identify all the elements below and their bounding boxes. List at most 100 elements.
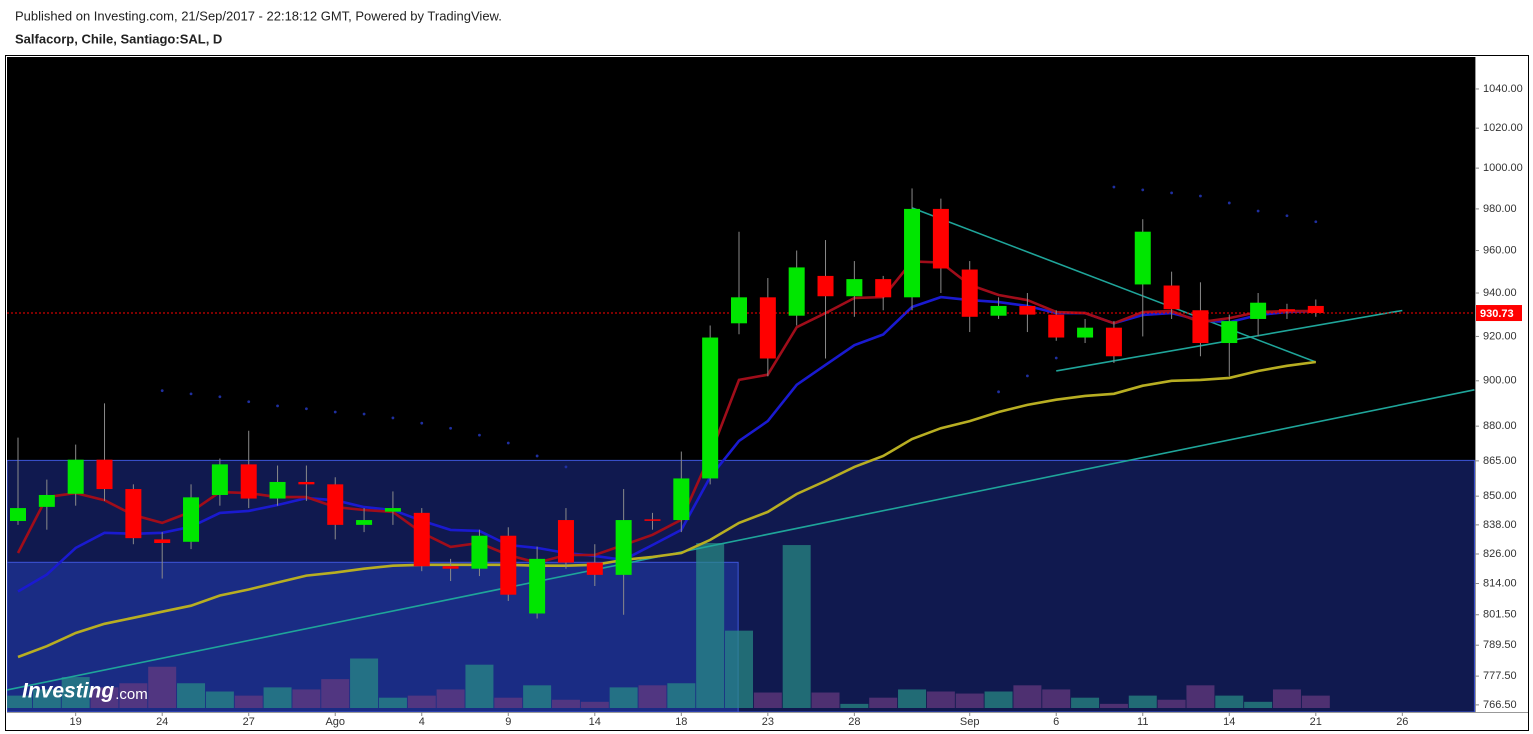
x-tick-label: 23 [762, 716, 774, 728]
candle-body [67, 459, 84, 494]
y-tick-label: 838.00 [1483, 519, 1517, 531]
volume-bar [1099, 703, 1128, 708]
volume-bar [7, 695, 32, 708]
volume-bar [551, 699, 580, 708]
x-tick-label: 28 [848, 716, 860, 728]
y-tick-label: 814.00 [1483, 577, 1517, 589]
volume-bar [926, 691, 955, 708]
candle-body [240, 464, 257, 499]
volume-bar [436, 689, 465, 708]
volume-bar [1186, 685, 1215, 708]
volume-bar [1272, 689, 1301, 708]
last-price-label: 930.73 [1480, 308, 1514, 320]
volume-bar [234, 695, 263, 708]
y-tick-label: 865.00 [1483, 455, 1517, 467]
candle-body [384, 508, 401, 512]
volume-bar [1013, 685, 1042, 708]
x-tick-label: 24 [156, 716, 168, 728]
sar-dot [362, 412, 366, 416]
y-tick-label: 880.00 [1483, 420, 1517, 432]
volume-bar [1128, 695, 1157, 708]
volume-bar [205, 691, 234, 708]
volume-bar [782, 545, 811, 708]
x-tick-label: 6 [1053, 716, 1059, 728]
y-tick-label: 1040.00 [1483, 83, 1523, 95]
sar-dot [420, 421, 424, 425]
volume-bar [811, 692, 840, 708]
sar-dot [1285, 214, 1289, 218]
frame [5, 55, 1529, 731]
volume-bar [32, 689, 61, 708]
y-tick-label: 777.50 [1483, 670, 1517, 682]
candle-body [904, 208, 921, 298]
y-tick-label: 960.00 [1483, 244, 1517, 256]
y-tick-label: 766.50 [1483, 699, 1517, 711]
candle-body [125, 489, 142, 539]
moving-average [17, 360, 1316, 659]
trendline [911, 207, 1317, 363]
candle-body [38, 494, 55, 507]
x-tick-label: 11 [1137, 716, 1148, 728]
volume-bar [523, 685, 552, 708]
volume-bar [1215, 695, 1244, 708]
candle-body [1250, 302, 1267, 319]
candle-body [1105, 327, 1122, 357]
sar-dot [506, 441, 510, 445]
candle-body [1134, 231, 1151, 285]
y-tick-label: 850.00 [1483, 490, 1517, 502]
volume-bar [148, 666, 177, 708]
volume-bar [753, 692, 782, 708]
sar-dot [391, 416, 395, 420]
sar-dot [564, 465, 568, 469]
candle-body [875, 279, 892, 298]
volume-bar [465, 664, 494, 708]
y-tick-label: 920.00 [1483, 330, 1517, 342]
trendline [7, 389, 1475, 691]
sar-dot [478, 433, 481, 437]
y-tick-label: 940.00 [1483, 287, 1517, 299]
candle-body [846, 279, 863, 297]
x-tick-label: Ago [325, 716, 345, 728]
candle-body [615, 520, 632, 575]
candle-body [183, 497, 200, 542]
sar-dot [535, 454, 539, 458]
x-tick-label: 4 [419, 716, 425, 728]
volume-bar [494, 697, 523, 708]
candle-body [788, 267, 805, 316]
x-tick-label: 27 [243, 716, 255, 728]
volume-bar [378, 697, 407, 708]
x-tick-label: Sep [960, 716, 980, 728]
volume-bar [1071, 697, 1100, 708]
candle-body [471, 535, 488, 569]
candle-body [1077, 327, 1094, 338]
sar-dot [997, 390, 1000, 394]
candle-body [932, 208, 949, 269]
volume-bar [407, 695, 436, 708]
sar-dot [305, 407, 308, 411]
candle-body [298, 481, 315, 485]
volume-bar [955, 693, 984, 708]
volume-bar [263, 687, 292, 708]
volume-bar [840, 703, 869, 708]
last-price-box [1476, 305, 1522, 322]
candle-body [500, 535, 517, 595]
sar-dot [1256, 209, 1260, 213]
volume-bar [696, 543, 725, 708]
x-tick-label: 14 [1223, 716, 1235, 728]
candle-body [10, 508, 26, 522]
volume-bar [1042, 689, 1071, 708]
sar-dot [1026, 374, 1029, 378]
sar-dot [1141, 188, 1145, 192]
sar-dot [449, 426, 452, 430]
x-tick-label: 21 [1310, 716, 1322, 728]
candle-body [1048, 314, 1065, 338]
volume-bar [61, 677, 90, 708]
sar-dot [247, 400, 251, 404]
sar-dot [1314, 220, 1318, 224]
candle-body [269, 481, 286, 499]
volume-bar [1244, 701, 1273, 708]
sar-dot [1170, 191, 1173, 195]
sar-dot [1199, 194, 1202, 198]
candle-body [413, 512, 430, 567]
candle-body [644, 519, 661, 521]
